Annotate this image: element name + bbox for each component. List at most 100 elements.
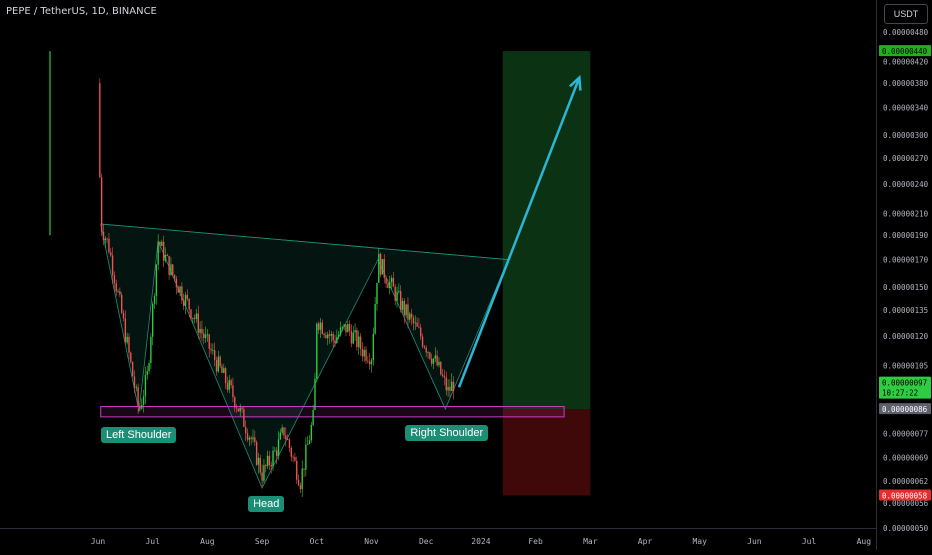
candle-body — [100, 177, 103, 232]
candle-body — [117, 291, 119, 293]
candle-body — [296, 460, 298, 480]
candle-body — [356, 330, 358, 348]
candle-body — [106, 238, 108, 240]
candle-body — [104, 238, 106, 241]
candle-body — [290, 447, 292, 457]
candle-body — [312, 409, 314, 425]
candle-body — [403, 301, 406, 316]
time-tick-label: Feb — [528, 537, 543, 546]
price-axis-scale[interactable]: 0.00000480 0.00000420 0.00000380 0.00000340… — [877, 0, 932, 550]
candle-body — [250, 437, 252, 440]
time-tick-label: Sep — [255, 537, 270, 546]
candle-body — [237, 408, 240, 412]
candle-body — [113, 275, 116, 284]
candle-body — [387, 283, 389, 289]
candle-body — [365, 349, 367, 361]
candle-body — [131, 362, 134, 377]
time-tick-label: Oct — [310, 537, 325, 546]
currency-button[interactable]: USDT — [884, 4, 928, 24]
candle-body — [263, 465, 265, 481]
candle-body — [197, 313, 199, 333]
candle-body — [137, 387, 139, 407]
entry-price-badge: 0.00000086 — [882, 405, 928, 414]
candle-body — [429, 352, 431, 359]
candle-body — [122, 312, 125, 319]
candle-body — [157, 241, 159, 265]
time-tick-label: Mar — [583, 537, 598, 546]
candle-body — [274, 450, 276, 452]
time-axis[interactable]: Jun Jul Aug Sep Oct Nov Dec 2024 Feb Mar Apr May Jun… — [0, 528, 876, 550]
candle-body — [361, 348, 364, 357]
price-tick-label: 0.00000170 — [883, 256, 929, 265]
candle-body — [347, 324, 349, 333]
candle-body — [102, 231, 105, 241]
candle-body — [410, 313, 413, 318]
candle-body — [201, 328, 203, 334]
candle-body — [175, 278, 178, 288]
price-tick-label: 0.00000420 — [883, 57, 929, 66]
candle-body — [350, 331, 353, 344]
candle-body — [330, 333, 333, 336]
candle-body — [232, 385, 234, 398]
candle-body — [339, 327, 342, 335]
price-axis[interactable]: 0.00000480 0.00000420 0.00000380 0.00000340… — [876, 0, 932, 550]
candle-body — [234, 397, 236, 408]
price-tick-label: 0.00000120 — [883, 332, 929, 341]
candle-body — [152, 303, 154, 337]
candle-body — [434, 355, 437, 359]
candle-body — [226, 382, 229, 390]
candle-body — [401, 301, 404, 310]
price-tick-label: 0.00000105 — [883, 361, 928, 370]
candle-body — [317, 323, 320, 330]
chart-area[interactable] — [0, 0, 876, 528]
candle-body — [394, 286, 396, 301]
candle-body — [210, 348, 212, 351]
candle-body — [170, 264, 172, 275]
candle-body — [208, 334, 210, 349]
candle-body — [321, 322, 323, 334]
entry-price-badge-bg — [879, 403, 931, 415]
right-shoulder-label: Right Shoulder — [405, 425, 489, 442]
target-price-badge: 0.00000440 — [882, 47, 928, 56]
candle-body — [341, 326, 344, 328]
price-tick-label: 0.00000210 — [883, 209, 929, 218]
candle-body — [121, 294, 123, 313]
candle-body — [162, 241, 165, 261]
candle-body — [303, 468, 305, 470]
stop-price-badge: 0.00000058 — [882, 491, 928, 500]
candle-body — [281, 427, 283, 433]
price-chart[interactable] — [0, 0, 876, 528]
price-tick-label: 0.00000300 — [883, 131, 929, 140]
price-tick-label: 0.00000240 — [883, 180, 929, 189]
candle-body — [367, 360, 369, 362]
candle-body — [244, 426, 247, 434]
stop-zone — [502, 409, 591, 496]
candle-body — [164, 254, 167, 261]
candle-body — [179, 286, 181, 293]
candle-body — [283, 427, 285, 436]
candle-body — [110, 252, 112, 256]
candle-body — [257, 457, 260, 465]
price-tick-label: 0.00000077 — [883, 429, 928, 438]
candle-body — [144, 374, 147, 397]
candle-body — [199, 328, 201, 333]
candle-body — [241, 407, 243, 410]
current-price-badge-bg — [879, 376, 931, 399]
candle-body — [440, 361, 442, 375]
time-axis-scale[interactable]: Jun Jul Aug Sep Oct Nov Dec 2024 Feb Mar Apr May Jun… — [0, 529, 876, 551]
candle-body — [343, 324, 345, 327]
target-zone — [502, 51, 591, 410]
candle-body — [193, 317, 196, 319]
candle-body — [374, 304, 376, 334]
candle-body — [412, 317, 415, 324]
candle-body — [99, 83, 101, 178]
candle-body — [192, 317, 194, 319]
stop-price-badge-bg — [879, 489, 931, 501]
candle-body — [285, 435, 287, 440]
candle-body — [398, 291, 400, 292]
candle-body — [443, 375, 446, 378]
candle-body — [409, 313, 411, 320]
candle-body — [221, 366, 223, 373]
candle-body — [378, 253, 380, 283]
candle-body — [150, 336, 152, 364]
